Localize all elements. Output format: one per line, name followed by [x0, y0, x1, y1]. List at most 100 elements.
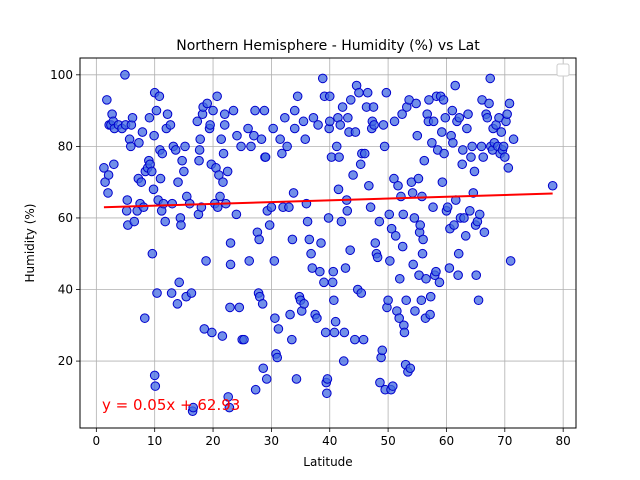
- data-points: [99, 70, 558, 416]
- data-point: [437, 177, 448, 187]
- data-point: [454, 112, 465, 123]
- data-point: [302, 216, 313, 227]
- data-point: [444, 263, 455, 273]
- data-point: [471, 270, 482, 281]
- data-point: [280, 112, 290, 123]
- data-point: [137, 127, 148, 137]
- data-point: [356, 288, 367, 298]
- data-point: [336, 216, 347, 227]
- x-tick-label: 80: [556, 434, 571, 448]
- data-point: [149, 130, 159, 141]
- data-point: [146, 166, 157, 177]
- y-tick-label: 40: [58, 283, 73, 297]
- data-point: [266, 202, 277, 213]
- data-point: [250, 105, 260, 116]
- data-point: [152, 288, 162, 298]
- data-point: [416, 295, 427, 306]
- data-point: [385, 256, 395, 266]
- data-point: [389, 116, 400, 127]
- data-point: [312, 313, 322, 323]
- data-point: [450, 80, 461, 91]
- x-axis-label: Latitude: [303, 455, 352, 469]
- plot-frame: [79, 57, 577, 429]
- data-point: [208, 105, 218, 116]
- data-point: [207, 327, 217, 338]
- data-point: [345, 95, 356, 105]
- data-point: [442, 202, 453, 213]
- data-point: [365, 202, 376, 213]
- data-point: [425, 291, 436, 302]
- data-point: [508, 134, 519, 145]
- data-point: [277, 148, 287, 159]
- data-point: [150, 381, 161, 391]
- data-point: [334, 152, 344, 162]
- data-point: [338, 356, 349, 366]
- data-point: [134, 138, 144, 148]
- data-point: [440, 112, 451, 123]
- data-point: [147, 248, 158, 259]
- data-point: [214, 170, 224, 180]
- data-point: [180, 141, 190, 152]
- data-point: [121, 205, 132, 216]
- data-point: [289, 123, 300, 134]
- data-point: [500, 152, 510, 162]
- data-point: [258, 363, 269, 374]
- data-point: [340, 263, 351, 273]
- data-point: [322, 388, 332, 399]
- data-point: [194, 145, 205, 155]
- data-point: [176, 220, 186, 230]
- data-point: [172, 299, 183, 309]
- data-point: [453, 270, 463, 281]
- y-tick-label: 20: [58, 354, 73, 368]
- data-point: [268, 123, 278, 134]
- x-tick-label: 60: [439, 434, 454, 448]
- data-point: [304, 234, 315, 245]
- legend-box: [556, 63, 570, 77]
- data-point: [431, 266, 441, 277]
- data-point: [378, 120, 389, 130]
- data-point: [449, 220, 459, 230]
- data-point: [129, 216, 140, 227]
- data-point: [383, 295, 393, 306]
- data-point: [103, 170, 114, 180]
- data-point: [234, 302, 245, 313]
- data-point: [374, 216, 385, 227]
- data-point: [457, 159, 468, 170]
- data-point: [333, 184, 344, 195]
- data-point: [421, 273, 431, 284]
- data-point: [482, 112, 493, 123]
- data-point: [348, 170, 358, 180]
- data-point: [323, 213, 334, 223]
- data-point: [157, 148, 168, 159]
- data-point: [427, 138, 437, 148]
- data-point: [259, 105, 270, 116]
- x-tick-label: 0: [93, 434, 101, 448]
- data-point: [313, 120, 323, 130]
- data-point: [316, 238, 326, 248]
- data-point: [155, 173, 166, 184]
- data-point: [474, 209, 485, 220]
- data-point: [405, 363, 416, 374]
- data-point: [223, 392, 234, 402]
- data-point: [151, 105, 162, 116]
- data-point: [225, 259, 236, 270]
- data-point: [202, 98, 213, 109]
- data-point: [136, 177, 147, 187]
- data-point: [355, 159, 366, 170]
- data-point: [174, 277, 184, 288]
- data-point: [288, 188, 299, 198]
- data-point: [144, 112, 155, 123]
- data-point: [270, 313, 280, 323]
- data-point: [219, 109, 230, 119]
- data-point: [199, 324, 210, 334]
- data-point: [343, 112, 353, 123]
- data-point: [218, 148, 229, 159]
- data-point: [154, 91, 165, 102]
- data-point: [160, 216, 170, 227]
- data-point: [478, 152, 489, 162]
- regression-equation: y = 0.05x + 62.93: [102, 396, 240, 414]
- data-point: [476, 141, 487, 152]
- data-point: [254, 234, 264, 245]
- data-point: [393, 180, 403, 191]
